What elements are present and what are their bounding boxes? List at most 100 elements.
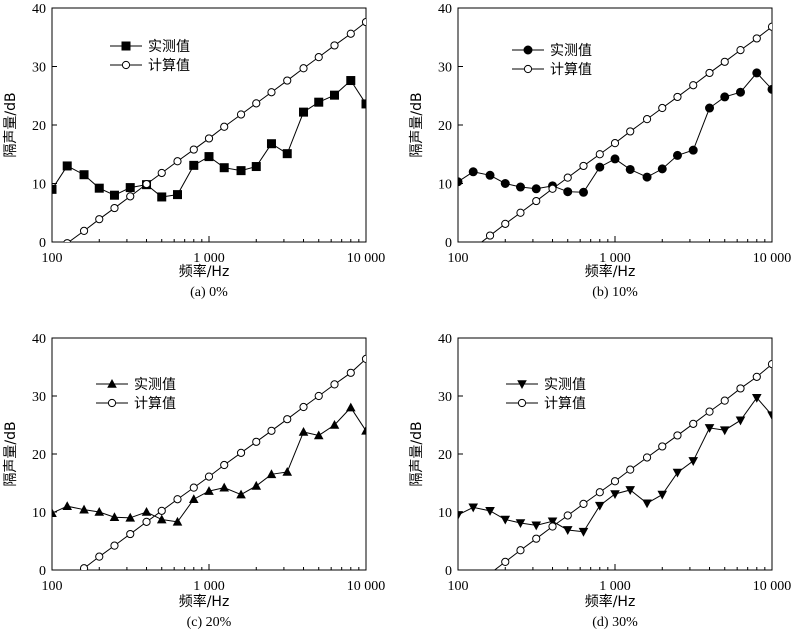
chart-panel-4: 0 10 20 30 40 100 1 000 10 000 频率/Hz 隔声量/dB (d) 30… — [409, 332, 791, 630]
data-point — [313, 430, 324, 440]
data-point — [62, 501, 73, 510]
data-point — [563, 173, 572, 182]
data-point — [204, 472, 214, 481]
data-point — [642, 172, 652, 182]
data-point — [94, 507, 105, 516]
data-point — [720, 57, 729, 66]
y-axis-title: 隔声量/dB — [409, 421, 425, 486]
data-point — [52, 508, 57, 517]
data-point — [500, 179, 510, 188]
data-point — [595, 162, 605, 172]
data-point — [458, 177, 463, 187]
data-point — [62, 161, 72, 171]
data-point — [500, 515, 511, 525]
data-point — [515, 519, 526, 529]
data-point — [346, 29, 355, 38]
data-point — [720, 396, 729, 405]
data-point — [562, 526, 573, 535]
legend-label: 计算值 — [550, 62, 592, 78]
data-point — [642, 499, 652, 509]
data-point — [251, 480, 262, 490]
data-point — [266, 469, 277, 479]
data-point — [267, 88, 276, 97]
data-point — [751, 393, 762, 403]
y-tick-label: 10 — [438, 506, 452, 521]
y-tick-label: 10 — [32, 506, 46, 521]
data-point — [516, 208, 525, 217]
panel-caption: (d) 30% — [592, 615, 638, 630]
data-point — [458, 511, 463, 520]
data-point — [672, 150, 682, 160]
y-tick-label: 20 — [32, 119, 46, 134]
x-tick-label: 100 — [42, 251, 63, 266]
x-tick-label: 100 — [448, 251, 469, 266]
x-axis-title: 频率/Hz — [179, 593, 230, 610]
data-point — [532, 196, 541, 206]
plot-frame — [457, 7, 773, 243]
series-calculated — [481, 22, 772, 242]
data-point — [673, 431, 682, 440]
data-point — [752, 68, 762, 78]
data-point — [515, 182, 525, 192]
series-line — [458, 396, 772, 533]
data-point — [578, 527, 589, 537]
data-point — [752, 34, 761, 43]
x-tick-label: 10 000 — [753, 251, 792, 266]
data-point — [704, 424, 715, 433]
legend-marker — [517, 398, 527, 408]
data-point — [109, 190, 119, 200]
data-point — [610, 139, 620, 148]
data-point — [188, 494, 199, 504]
data-point — [531, 184, 541, 194]
data-point — [346, 368, 355, 377]
data-point — [79, 504, 89, 514]
data-point — [346, 76, 356, 86]
data-point — [361, 99, 366, 109]
data-point — [767, 411, 772, 421]
data-point — [172, 190, 182, 200]
data-point — [314, 391, 323, 401]
x-tick-label: 1 000 — [599, 251, 631, 266]
data-point — [142, 179, 151, 189]
data-point — [672, 468, 683, 478]
y-tick-label: 20 — [438, 448, 452, 463]
data-point — [532, 534, 541, 543]
data-point — [236, 448, 246, 457]
legend-label: 实测值 — [544, 377, 586, 393]
data-point — [657, 164, 667, 174]
data-point — [63, 239, 72, 242]
series-measured — [458, 68, 772, 197]
data-point — [485, 507, 495, 516]
data-point — [94, 183, 104, 193]
data-point — [329, 90, 339, 100]
y-tick-label: 30 — [32, 61, 46, 76]
data-point — [252, 437, 261, 446]
data-point — [361, 354, 366, 363]
data-point — [204, 486, 214, 495]
data-point — [189, 483, 198, 492]
data-point — [219, 482, 230, 492]
data-point — [157, 168, 166, 178]
legend-label: 实测值 — [148, 39, 190, 55]
data-point — [547, 517, 558, 527]
data-point — [298, 426, 309, 436]
data-point — [610, 490, 620, 500]
chart-panel-3: 0 10 20 30 40 100 1 000 10 000 频率/Hz 隔声量/dB (c) 20… — [3, 332, 385, 630]
x-axis-title: 频率/Hz — [585, 263, 636, 280]
data-point — [126, 529, 135, 539]
data-point — [266, 139, 276, 149]
y-tick-label: 0 — [445, 564, 452, 579]
y-tick-label: 30 — [438, 390, 452, 405]
data-point — [610, 154, 620, 164]
panel-caption: (c) 20% — [187, 615, 232, 630]
legend-marker — [107, 398, 117, 408]
data-point — [95, 215, 104, 224]
data-point — [299, 107, 309, 117]
x-tick-label: 100 — [448, 579, 469, 594]
data-point — [595, 150, 604, 159]
y-axis-title: 隔声量/dB — [3, 421, 19, 486]
data-point — [658, 442, 667, 451]
legend-label: 计算值 — [134, 396, 176, 412]
data-point — [657, 490, 668, 500]
